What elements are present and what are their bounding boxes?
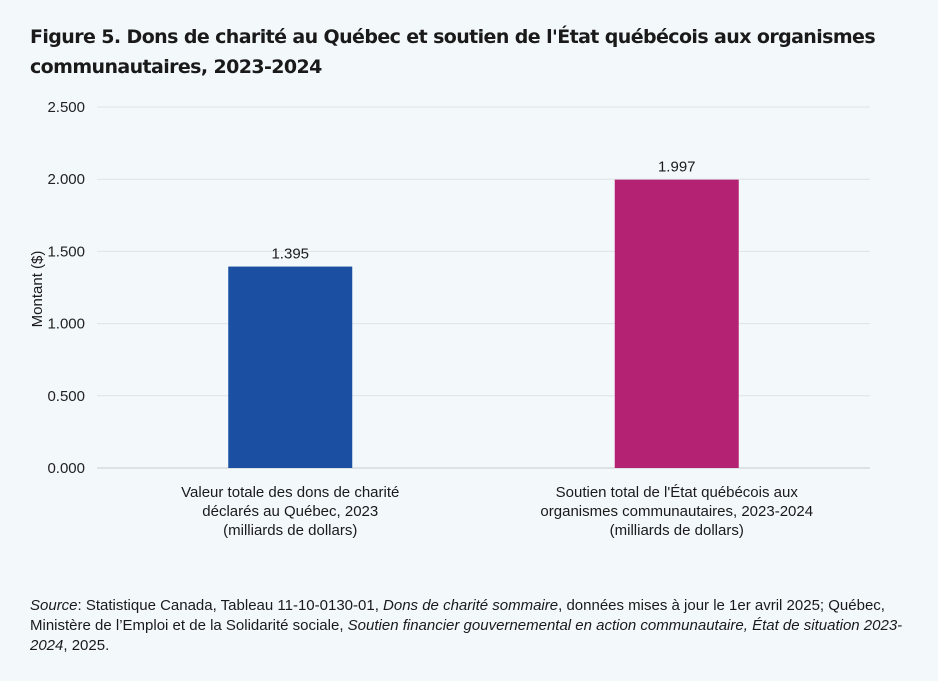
category-label: déclarés au Québec, 2023 [202,503,378,520]
chart-title: Figure 5. Dons de charité au Québec et s… [30,26,876,78]
gridlines [97,106,870,469]
source-lead: Source [30,597,78,614]
y-tick-label: 2.000 [47,171,85,188]
category-labels: Valeur totale des dons de charité déclaré… [181,484,813,539]
source-note: Source: Statistique Canada, Tableau 11-1… [30,596,920,656]
y-tick-label: 2.500 [47,99,85,116]
bar [228,266,353,468]
y-axis-title: Montant ($) [29,251,46,328]
y-tick-label: 1.500 [47,243,85,260]
y-tick-label: 1.000 [47,316,85,333]
bars [228,179,739,469]
data-label: 1.395 [271,246,309,263]
y-tick-label: 0.000 [47,460,85,477]
source-part-1: : Statistique Canada, Tableau 11-10-0130… [77,597,384,614]
source-part-4: Soutien financier gouvernemental en acti… [30,617,903,654]
category-label: Soutien total de l'État québécois aux [556,484,799,501]
data-labels: 1.395 1.997 [271,159,695,263]
source-part-5: , 2025. [63,637,110,654]
y-tick-labels: 0.000 0.500 1.000 1.500 2.000 2.500 [47,99,85,477]
category-label: (milliards de dollars) [223,522,357,539]
source-part-3: , données mises à jour le 1er avril 2025… [30,597,885,634]
bar-chart: 0.000 0.500 1.000 1.500 2.000 2.500 Montant (… [29,99,870,539]
category-label: Valeur totale des dons de charité [181,484,399,501]
category-label: organismes communautaires, 2023-2024 [540,503,813,520]
bar [614,179,739,469]
data-label: 1.997 [658,159,696,176]
source-part-2: Dons de charité sommaire [383,597,559,614]
y-tick-label: 0.500 [47,388,85,405]
category-label: (milliards de dollars) [610,522,744,539]
